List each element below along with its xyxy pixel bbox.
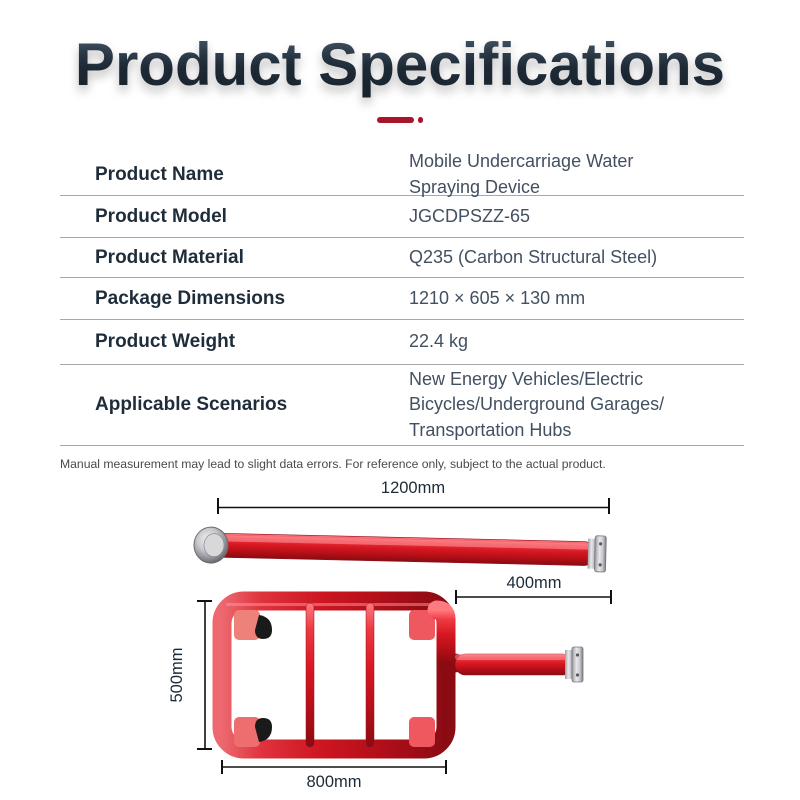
svg-text:800mm: 800mm [306, 773, 361, 791]
svg-text:400mm: 400mm [506, 574, 561, 592]
svg-text:1200mm: 1200mm [381, 479, 445, 497]
svg-text:500mm: 500mm [168, 647, 186, 702]
